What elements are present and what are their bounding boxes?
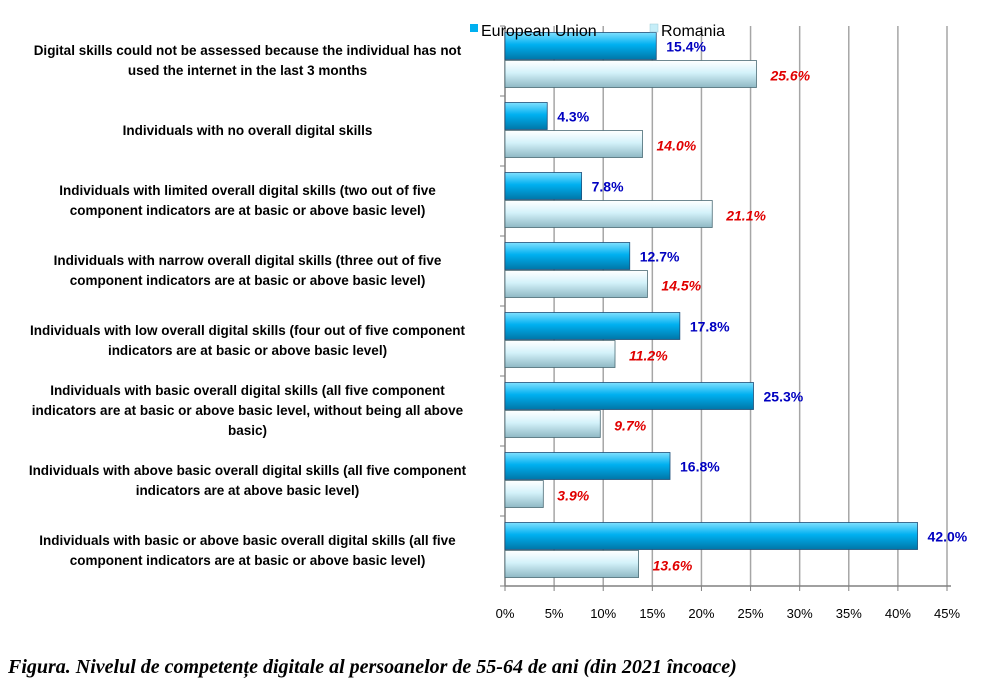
data-label-european-union: 7.8% bbox=[592, 179, 624, 195]
bar-european-union bbox=[504, 382, 754, 410]
legend-swatch-european-union bbox=[470, 24, 478, 32]
x-tick-label: 0% bbox=[496, 606, 515, 621]
data-label-european-union: 16.8% bbox=[680, 459, 720, 475]
bar-romania bbox=[504, 410, 601, 438]
data-label-romania: 9.7% bbox=[614, 418, 646, 434]
bar-romania bbox=[504, 550, 639, 578]
bar-european-union bbox=[504, 312, 681, 340]
category-label: Individuals with limited overall digital… bbox=[59, 183, 436, 198]
x-tick-label: 20% bbox=[688, 606, 714, 621]
data-label-romania: 13.6% bbox=[653, 558, 693, 574]
legend-label-romania: Romania bbox=[661, 23, 725, 40]
data-label-european-union: 42.0% bbox=[928, 529, 968, 545]
bar-romania bbox=[504, 60, 757, 88]
x-tick-label: 10% bbox=[590, 606, 616, 621]
x-tick-label: 5% bbox=[545, 606, 564, 621]
x-tick-label: 25% bbox=[738, 606, 764, 621]
bar-european-union bbox=[504, 172, 583, 200]
category-label: Individuals with basic overall digital s… bbox=[50, 383, 445, 398]
category-label: Individuals with narrow overall digital … bbox=[54, 253, 442, 268]
category-label: indicators are at basic or above basic l… bbox=[32, 403, 464, 418]
bar-romania bbox=[504, 270, 648, 298]
category-label: component indicators are at basic or abo… bbox=[70, 553, 426, 568]
bar-romania bbox=[504, 480, 544, 508]
data-label-romania: 11.2% bbox=[629, 348, 668, 364]
data-label-romania: 14.5% bbox=[661, 278, 701, 294]
legend: European Union Romania bbox=[470, 23, 725, 40]
figure-caption: Figura. Nivelul de competențe digitale a… bbox=[8, 656, 737, 678]
x-tick-label: 15% bbox=[639, 606, 665, 621]
category-label: indicators are at above basic level) bbox=[136, 483, 360, 498]
category-label: indicators are at basic or above basic l… bbox=[108, 343, 387, 358]
data-label-romania: 14.0% bbox=[657, 138, 697, 154]
bar-european-union bbox=[504, 102, 548, 130]
x-tick-label: 40% bbox=[885, 606, 911, 621]
legend-label-european-union: European Union bbox=[481, 23, 597, 40]
category-label: basic) bbox=[228, 423, 267, 438]
category-label: component indicators are at basic or abo… bbox=[70, 273, 426, 288]
category-label: component indicators are at basic or abo… bbox=[70, 203, 426, 218]
bars bbox=[504, 32, 918, 578]
gridlines bbox=[553, 26, 948, 586]
category-label: Individuals with basic or above basic ov… bbox=[39, 533, 456, 548]
bar-romania bbox=[504, 130, 643, 158]
data-label-european-union: 25.3% bbox=[764, 389, 804, 405]
x-tick-label: 45% bbox=[934, 606, 960, 621]
data-label-european-union: 12.7% bbox=[640, 249, 680, 265]
x-tick-label: 35% bbox=[836, 606, 862, 621]
data-label-european-union: 15.4% bbox=[666, 39, 706, 55]
data-label-european-union: 17.8% bbox=[690, 319, 730, 335]
bar-european-union bbox=[504, 32, 657, 60]
category-label: Individuals with above basic overall dig… bbox=[29, 463, 467, 478]
bar-romania bbox=[504, 200, 713, 228]
data-label-romania: 25.6% bbox=[769, 68, 810, 84]
labels: 0% 5% 10% 15% 20% 25% 30% 35% 40% 45% Digital skil… bbox=[29, 39, 968, 622]
data-label-european-union: 4.3% bbox=[557, 109, 589, 125]
bar-european-union bbox=[504, 522, 918, 550]
category-label: Individuals with low overall digital ski… bbox=[30, 323, 466, 338]
legend-swatch-romania bbox=[649, 23, 659, 33]
category-label: Digital skills could not be assessed bec… bbox=[34, 43, 462, 58]
category-label: Individuals with no overall digital skil… bbox=[123, 123, 373, 138]
bar-european-union bbox=[504, 242, 631, 270]
x-tick-label: 30% bbox=[787, 606, 813, 621]
data-label-romania: 21.1% bbox=[725, 208, 766, 224]
bar-european-union bbox=[504, 452, 671, 480]
bar-romania bbox=[504, 340, 616, 368]
data-label-romania: 3.9% bbox=[557, 488, 589, 504]
category-label: used the internet in the last 3 months bbox=[128, 63, 367, 78]
